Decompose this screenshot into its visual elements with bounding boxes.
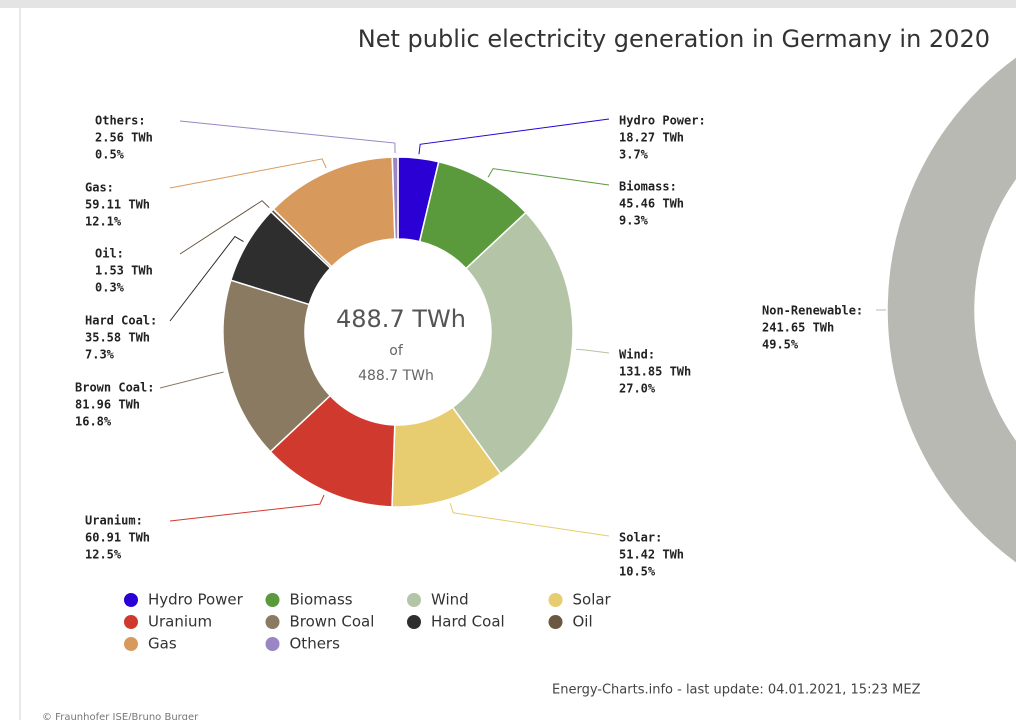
slice-label: Solar: <box>619 531 662 545</box>
top-strip <box>0 0 1016 8</box>
slice <box>391 156 399 240</box>
legend-swatch <box>407 615 421 629</box>
slice-label: 12.1% <box>85 215 122 229</box>
slice-label: 59.11 TWh <box>85 198 150 212</box>
legend-label: Biomass <box>290 591 353 609</box>
legend-swatch <box>548 615 563 629</box>
legend-swatch <box>407 593 421 607</box>
slice-label: 0.5% <box>95 148 125 162</box>
legend-swatch <box>124 637 138 651</box>
slice-label: Hard Coal: <box>85 314 157 328</box>
slice-label: 27.0% <box>619 382 656 396</box>
leader-line <box>179 200 270 255</box>
slice-label: Biomass: <box>619 180 677 194</box>
slice-label: Oil: <box>95 247 124 261</box>
slice-label: 18.27 TWh <box>619 131 684 145</box>
center-value: 488.7 TWh <box>336 305 466 333</box>
legend-label: Hard Coal <box>431 613 505 631</box>
slice-label: 10.5% <box>619 565 656 579</box>
slice-label: 2.56 TWh <box>95 131 153 145</box>
legend-label: Brown Coal <box>290 613 375 631</box>
legend-label: Hydro Power <box>148 591 244 609</box>
slice-label: 51.42 TWh <box>619 548 684 562</box>
legend-swatch <box>265 637 280 651</box>
slice-label: 81.96 TWh <box>75 398 140 412</box>
center-total: 488.7 TWh <box>358 368 434 384</box>
slice-label: 60.91 TWh <box>85 531 150 545</box>
slice-label: Non-Renewable: <box>762 304 863 318</box>
slice-label: 16.8% <box>75 415 112 429</box>
leader-line <box>449 503 610 537</box>
legend-swatch <box>265 615 280 629</box>
leader-line <box>169 235 244 322</box>
slice-label: 0.3% <box>95 281 125 295</box>
slice-label: 35.58 TWh <box>85 331 150 345</box>
legend-label: Uranium <box>148 613 212 631</box>
legend-label: Others <box>290 635 341 653</box>
copyright: © Fraunhofer ISE/Bruno Burger <box>42 712 199 720</box>
slice-label: Gas: <box>85 181 114 195</box>
legend-label: Oil <box>573 613 593 631</box>
slice-label: Others: <box>95 114 146 128</box>
slice-label: Brown Coal: <box>75 381 154 395</box>
slice-label: 1.53 TWh <box>95 264 153 278</box>
slice-label: Wind: <box>619 348 655 362</box>
slice-label: 241.65 TWh <box>762 321 834 335</box>
leader-line <box>179 120 396 154</box>
leader-line <box>169 158 327 189</box>
slice-label: 9.3% <box>619 214 649 228</box>
leader-line <box>418 118 610 155</box>
slice-label: 7.3% <box>85 348 115 362</box>
legend-label: Wind <box>431 591 469 609</box>
legend-swatch <box>124 615 138 629</box>
slice <box>451 211 574 475</box>
legend-swatch <box>124 593 138 607</box>
slice-label: 12.5% <box>85 548 122 562</box>
legend-swatch <box>548 593 563 607</box>
leader-line <box>159 371 224 389</box>
leader-line <box>487 168 610 186</box>
leader-line <box>576 348 610 354</box>
slice-label: 45.46 TWh <box>619 197 684 211</box>
slice-label: Uranium: <box>85 514 143 528</box>
leader-line <box>169 494 325 522</box>
center-of: of <box>389 343 404 359</box>
slice-label: 131.85 TWh <box>619 365 691 379</box>
slice <box>886 55 1016 565</box>
slice-label: 3.7% <box>619 148 649 162</box>
legend-label: Gas <box>148 635 177 653</box>
slice-label: 49.5% <box>762 338 799 352</box>
source: Energy-Charts.info - last update: 04.01.… <box>552 683 921 698</box>
slice-label: Hydro Power: <box>619 114 706 128</box>
chart-title: Net public electricity generation in Ger… <box>358 25 990 53</box>
legend-label: Solar <box>573 591 612 609</box>
legend-swatch <box>265 593 280 607</box>
